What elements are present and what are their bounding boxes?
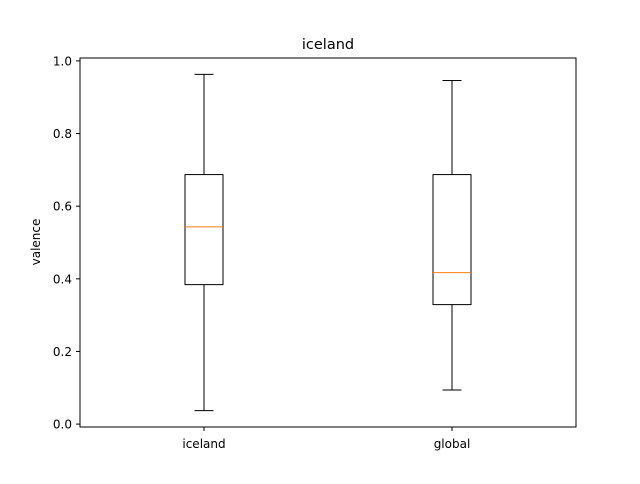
- box-iceland: [184, 174, 224, 286]
- y-tick-label: 0.4: [53, 272, 72, 286]
- plot-content: iceland global 0.0 0.2 0.4 0.6 0.8 1.0: [53, 54, 472, 451]
- y-tick-label: 0.2: [53, 345, 72, 359]
- plot-frame: [79, 57, 577, 428]
- y-tick-label: 0.6: [53, 200, 72, 214]
- chart-title: iceland: [302, 37, 354, 53]
- y-tick-label: 1.0: [53, 54, 72, 68]
- box-global: [432, 174, 472, 306]
- y-axis-label: valence: [29, 219, 43, 266]
- x-tick-label-global: global: [434, 437, 471, 451]
- x-tick-label-iceland: iceland: [182, 437, 225, 451]
- y-tick-label: 0.0: [53, 418, 72, 432]
- y-tick-label: 0.8: [53, 127, 72, 141]
